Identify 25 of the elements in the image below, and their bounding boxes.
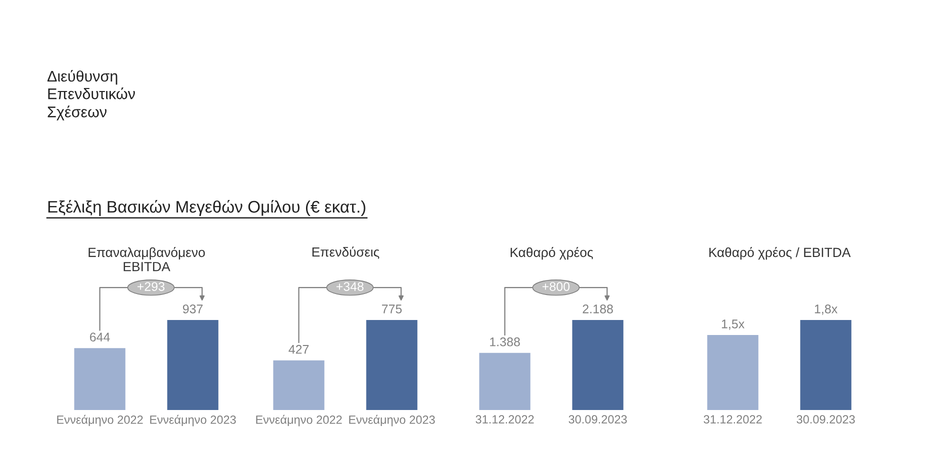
text: Διεύθυνση Επενδυτικών Σχέσεων <box>47 70 135 120</box>
data-label: 1,8x <box>814 304 838 315</box>
chart-title: Καθαρό χρέος / EBITDA <box>709 247 851 260</box>
data-label: 1.388 <box>490 337 520 346</box>
data-label: 1,5x <box>722 320 744 330</box>
text: +293 <box>137 282 164 291</box>
x-tick-label: Εννεάμηνο 2022 <box>57 414 143 426</box>
data-label: 775 <box>382 304 402 314</box>
x-tick-label: Εννεάμηνο 2023 <box>349 414 435 426</box>
chart-title: Επαναλαμβανόμενο EBITDA <box>88 247 205 272</box>
x-tick-label: 30.09.2023 <box>796 415 855 424</box>
data-label: 2.188 <box>582 304 613 314</box>
data-label: 427 <box>288 344 309 354</box>
data-label: 644 <box>90 332 110 342</box>
text: +348 <box>336 282 364 291</box>
x-tick-label: Εννεάμηνο 2022 <box>256 414 342 426</box>
data-label: 937 <box>182 304 203 314</box>
text: +800 <box>542 282 570 291</box>
chart-title: Καθαρό χρέος <box>510 247 593 260</box>
x-tick-label: Εννεάμηνο 2023 <box>150 414 236 426</box>
x-tick-label: 30.09.2023 <box>568 415 627 424</box>
chart-title: Επενδύσεις <box>312 246 380 259</box>
x-tick-label: 31.12.2022 <box>704 415 762 424</box>
x-tick-label: 31.12.2022 <box>476 415 534 424</box>
text: Εξέλιξη Βασικών Μεγεθών Ομίλου (€ εκατ.) <box>48 200 366 216</box>
